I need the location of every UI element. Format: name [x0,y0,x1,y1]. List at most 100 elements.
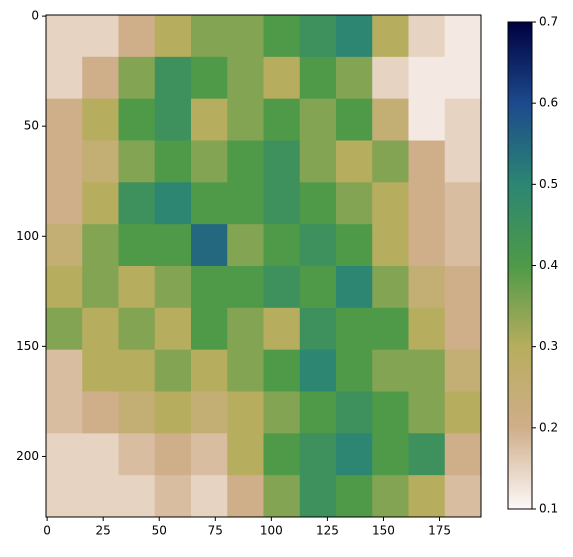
x-tick-label: 125 [316,524,339,538]
heatmap-cell [227,182,264,225]
heatmap-cell [82,433,119,476]
heatmap-cell [118,98,156,141]
heatmap-cell [82,140,119,183]
x-tick-label: 25 [96,524,111,538]
colorbar-tick-label: 0.3 [539,339,558,353]
heatmap-cell [154,307,192,351]
heatmap-cell [444,266,482,309]
y-tick-label: 100 [16,229,39,243]
x-tick-label: 175 [428,524,451,538]
y-tick-label: 0 [31,9,39,23]
heatmap-cell [263,56,301,100]
colorbar [507,21,533,510]
heatmap-cell [372,307,409,351]
heatmap-cell [154,475,192,518]
heatmap-cell [263,140,301,183]
heatmap-cell [118,391,156,434]
heatmap-cell [444,98,482,141]
heatmap-cell [299,182,337,225]
heatmap-cell [154,15,192,58]
heatmap-cell [118,475,156,518]
heatmap-cell [227,349,264,392]
heatmap-cell [118,266,156,309]
x-tick-label: 75 [208,524,223,538]
heatmap-cell [191,182,228,225]
heatmap-cell [408,475,446,518]
heatmap-cell [444,475,482,518]
heatmap-cell [46,266,83,309]
heatmap-cell [227,140,264,183]
heatmap-cell [46,224,83,267]
y-tick-label: 150 [16,339,39,353]
heatmap-cell [336,98,373,141]
heatmap-cell [46,475,83,518]
heatmap-cell [118,433,156,476]
heatmap-cell [299,307,337,351]
heatmap-cell [372,56,409,100]
heatmap-cell [336,475,373,518]
heatmap-cell [444,56,482,100]
heatmap-cell [263,307,301,351]
heatmap-cell [191,266,228,309]
x-tick-label: 100 [260,524,283,538]
heatmap-cell [372,98,409,141]
heatmap-cell [336,56,373,100]
heatmap-cell [82,266,119,309]
heatmap-cell [82,307,119,351]
heatmap-cell [408,433,446,476]
heatmap-cell [444,140,482,183]
heatmap-cell [46,15,83,58]
heatmap-cell [408,182,446,225]
heatmap-cell [191,140,228,183]
heatmap-cell [118,140,156,183]
x-tick-label: 50 [152,524,167,538]
heatmap-cell [82,475,119,518]
heatmap-cell [46,391,83,434]
colorbar-tick-label: 0.6 [539,96,558,110]
heatmap-cell [263,98,301,141]
axes-frame [45,14,482,518]
heatmap-cell [118,349,156,392]
heatmap-cell [82,56,119,100]
heatmap-cell [336,140,373,183]
heatmap-cell [444,433,482,476]
heatmap-cell [336,182,373,225]
heatmap-cell [408,349,446,392]
heatmap-cell [336,266,373,309]
heatmap-cell [154,391,192,434]
heatmap-cell [408,307,446,351]
heatmap-cell [408,56,446,100]
heatmap-cell [191,98,228,141]
heatmap-cell [154,56,192,100]
heatmap-cell [299,98,337,141]
heatmap-cell [46,98,83,141]
heatmap-cell [372,224,409,267]
heatmap-cell [263,266,301,309]
colorbar-tick-label: 0.5 [539,177,558,191]
heatmap-cell [227,224,264,267]
heatmap-cell [372,182,409,225]
heatmap-cell [263,182,301,225]
heatmap-cell [227,307,264,351]
heatmap-cell [336,15,373,58]
heatmap-cell [46,56,83,100]
heatmap-cell [227,56,264,100]
heatmap-cell [408,98,446,141]
colorbar-tick-label: 0.2 [539,420,558,434]
heatmap-cell [82,391,119,434]
y-tick-label: 50 [24,119,39,133]
heatmap-cell [227,15,264,58]
heatmap-cell [372,15,409,58]
heatmap-cell [444,15,482,58]
x-tick-label: 150 [372,524,395,538]
heatmap-cell [299,140,337,183]
heatmap-cell [227,391,264,434]
heatmap-cell [154,224,192,267]
heatmap-cell [191,349,228,392]
colorbar-tick-label: 0.7 [539,15,558,29]
heatmap-cell [46,307,83,351]
heatmap-cell [46,182,83,225]
heatmap-cell [263,475,301,518]
heatmap-cell [227,433,264,476]
heatmap-cell [191,433,228,476]
